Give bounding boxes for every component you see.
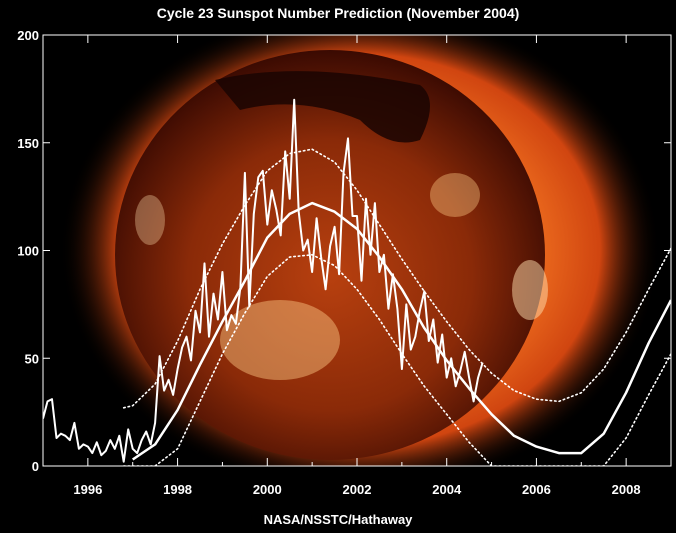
y-tick-label: 50: [25, 351, 39, 366]
observed-monthly-sunspot-line: [43, 98, 484, 463]
x-tick-label: 2000: [253, 482, 282, 497]
y-tick-label: 0: [32, 459, 39, 474]
y-tick-label: 200: [17, 28, 39, 43]
chart-credit: NASA/NSSTC/Hathaway: [263, 512, 413, 527]
smoothed-prediction-line: [132, 201, 671, 461]
x-tick-label: 2002: [343, 482, 372, 497]
chart-title: Cycle 23 Sunspot Number Prediction (Nove…: [156, 5, 520, 21]
y-tick-label: 100: [17, 244, 39, 259]
x-tick-label: 2006: [522, 482, 551, 497]
lower-bound-dotted-line: [122, 254, 671, 466]
x-tick-label: 1998: [163, 482, 192, 497]
y-tick-label: 150: [17, 136, 39, 151]
x-tick-label: 1996: [73, 482, 102, 497]
x-tick-label: 2004: [432, 482, 462, 497]
x-tick-label: 2008: [612, 482, 641, 497]
upper-bound-dotted-line: [122, 148, 671, 409]
